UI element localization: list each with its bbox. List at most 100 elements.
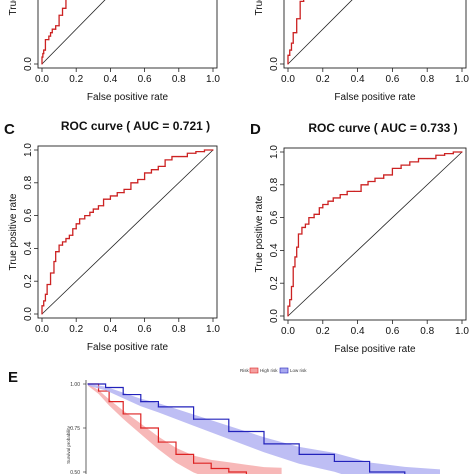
chart-e-high-risk-ci-band	[88, 384, 282, 474]
chart-d-roc-point	[452, 153, 454, 155]
chart-d-ytick-label: 0.6	[269, 210, 280, 224]
chart-c-roc-point	[53, 272, 55, 274]
chart-d-roc-point	[296, 256, 298, 258]
chart-a-frame	[37, 0, 218, 69]
panel-label-e: E	[8, 369, 18, 386]
chart-e-low-risk-point	[263, 443, 265, 445]
chart-d-roc-point	[353, 190, 355, 192]
chart-d-roc-point	[290, 299, 293, 301]
chart-c-roc-point	[123, 192, 125, 194]
chart-e-legend-high: High risk	[260, 368, 278, 373]
chart-d-roc-point	[332, 200, 334, 202]
chart-c-xtick-label: 0.0	[35, 324, 49, 335]
chart-c-roc-point	[195, 152, 197, 154]
chart-c-roc-point	[130, 188, 132, 190]
chart-c-title: ROC curve ( AUC = 0.721 )	[61, 119, 210, 133]
chart-a-xtick-label: 0.0	[35, 74, 49, 85]
chart-c-reference-line	[41, 149, 214, 315]
chart-d-roc-point	[287, 315, 289, 317]
chart-e-ytick-label: 0.50	[70, 470, 80, 474]
panel-label-c: C	[4, 121, 15, 138]
chart-b-xtick-label: 0.8	[420, 74, 434, 85]
chart-d-roc-point	[346, 194, 348, 196]
chart-c-xlabel: False positive rate	[87, 342, 169, 353]
chart-d-ytick-label: 0.4	[269, 243, 280, 257]
chart-a-xlabel: False positive rate	[87, 92, 169, 103]
chart-a-ytick-label: 0.0	[23, 57, 34, 71]
chart-d-frame	[283, 147, 467, 321]
chart-e-high-risk-point	[210, 467, 212, 470]
chart-e-low-risk-point	[157, 406, 159, 408]
chart-d-ytick-label: 0.2	[269, 276, 280, 290]
chart-e-high-risk-point	[175, 453, 177, 455]
chart-d-roc-point	[360, 190, 362, 192]
chart-a-xtick-label: 0.8	[172, 74, 186, 85]
chart-c-roc-point	[55, 260, 57, 263]
chart-b-roc-point	[292, 42, 294, 44]
chart-c-roc-point	[75, 228, 77, 230]
chart-e-legend-swatch-low	[279, 367, 289, 374]
chart-c-roc-point	[41, 313, 43, 315]
chart-d-title: ROC curve ( AUC = 0.733 )	[308, 121, 457, 135]
chart-e-low-risk-point	[193, 418, 195, 420]
chart-c-frame	[37, 145, 218, 319]
chart-e-high-risk-point	[157, 441, 159, 443]
chart-a-xtick-label: 0.4	[103, 74, 117, 85]
chart-c-roc-point	[43, 305, 45, 307]
chart-e-low-risk-point	[122, 393, 124, 396]
chart-a-roc-curve	[41, 0, 67, 64]
chart-d-roc-point	[327, 203, 329, 206]
chart-a-roc-point	[44, 49, 47, 51]
chart-a-roc-point	[61, 14, 64, 16]
chart-c-roc-point	[92, 211, 94, 213]
chart-d-roc-point	[339, 197, 341, 199]
chart-a-roc-point	[42, 56, 44, 58]
chart-e-low-risk-point	[87, 383, 89, 385]
chart-d-roc-point	[304, 226, 306, 229]
chart-d-reference-line	[287, 151, 463, 317]
chart-c-roc-point	[61, 244, 64, 246]
chart-a-roc-point	[55, 28, 57, 30]
chart-d-roc-point	[292, 285, 294, 288]
chart-e-legend-title: Risk	[240, 368, 249, 373]
chart-a-roc-point	[51, 32, 53, 34]
chart-b-roc-point	[296, 32, 298, 34]
chart-e-legend-low: Low risk	[290, 368, 307, 373]
chart-c-roc-point	[178, 155, 180, 158]
chart-d-roc-point	[426, 157, 428, 160]
chart-d-roc-point	[383, 177, 385, 179]
chart-a-reference-line	[41, 0, 106, 65]
chart-e-high-risk-point	[97, 390, 100, 392]
chart-c-ytick-label: 0.0	[23, 307, 34, 321]
chart-c-roc-point	[144, 178, 146, 181]
chart-a-roc-point	[41, 63, 43, 65]
chart-d-xlabel: False positive rate	[334, 344, 416, 355]
chart-c-roc-point	[44, 300, 47, 302]
chart-d-roc-point	[417, 161, 420, 163]
chart-c-xtick-label: 0.6	[138, 324, 152, 335]
chart-b-roc-point	[287, 63, 289, 65]
chart-d-xtick-label: 0.6	[385, 326, 399, 337]
chart-c-roc-point	[212, 149, 214, 151]
chart-d-ytick-label: 1.0	[269, 145, 280, 159]
chart-c-ytick-label: 0.8	[23, 175, 34, 189]
chart-c-roc-curve	[41, 149, 213, 314]
chart-e-ylabel: Survival probability	[66, 425, 71, 464]
chart-c-roc-point	[97, 208, 100, 210]
chart-e-low-risk-point	[369, 471, 371, 473]
chart-c-roc-point	[137, 182, 139, 184]
chart-c-roc-point	[58, 251, 60, 253]
chart-d-roc-point	[294, 266, 296, 268]
chart-e-high-risk-point	[140, 427, 142, 429]
chart-a-roc-point	[49, 35, 52, 37]
chart-d-roc-point	[444, 154, 446, 156]
chart-c-roc-point	[109, 198, 111, 200]
chart-d-roc-point	[318, 213, 320, 215]
chart-c-roc-point	[171, 159, 173, 161]
chart-b-roc-point	[299, 18, 301, 20]
chart-d-xtick-label: 0.8	[420, 326, 434, 337]
chart-d-roc-point	[301, 233, 303, 235]
chart-b-xtick-label: 0.0	[281, 74, 295, 85]
chart-b-xtick-label: 1.0	[455, 74, 469, 85]
chart-d-roc-point	[461, 151, 463, 153]
